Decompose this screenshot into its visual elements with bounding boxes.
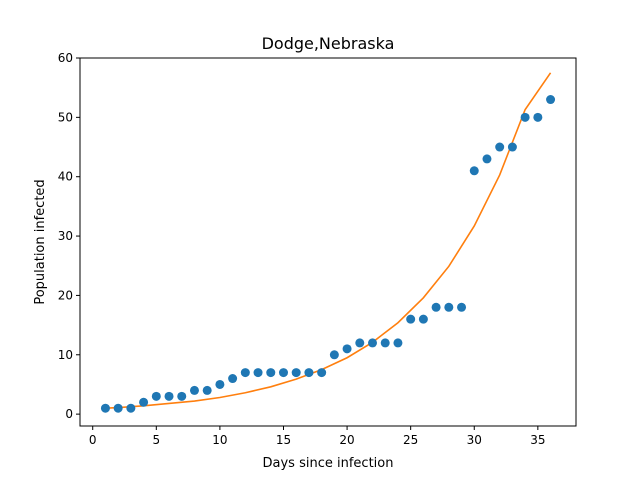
fit-line-layer	[105, 72, 552, 409]
y-tick-label: 50	[58, 110, 73, 124]
data-point	[431, 302, 441, 312]
data-point	[304, 368, 314, 378]
data-point	[457, 302, 467, 312]
data-point	[507, 142, 517, 152]
data-point	[126, 403, 136, 413]
y-axis-label: Population infected	[33, 179, 48, 304]
data-point	[215, 379, 225, 389]
data-point	[520, 112, 530, 122]
data-point	[546, 95, 556, 105]
data-point	[189, 385, 199, 395]
x-tick-label: 20	[339, 433, 354, 447]
data-point	[342, 344, 352, 354]
y-axis: 0 10 20 30 40 50 60	[58, 51, 80, 421]
data-point	[278, 368, 288, 378]
data-point	[202, 385, 212, 395]
x-tick-label: 35	[530, 433, 545, 447]
scatter-points-layer	[100, 95, 556, 413]
x-tick-label: 30	[467, 433, 482, 447]
y-tick-label: 40	[58, 170, 73, 184]
chart-title: Dodge,Nebraska	[262, 34, 395, 53]
data-point	[164, 391, 174, 401]
data-point	[444, 302, 454, 312]
x-tick-label: 25	[403, 433, 418, 447]
data-point	[151, 391, 161, 401]
data-point	[380, 338, 390, 348]
x-tick-label: 15	[276, 433, 291, 447]
data-point	[482, 154, 492, 164]
y-tick-label: 30	[58, 229, 73, 243]
data-point	[418, 314, 428, 324]
data-point	[228, 374, 238, 384]
x-tick-label: 10	[212, 433, 227, 447]
x-tick-label: 0	[89, 433, 97, 447]
data-point	[317, 368, 327, 378]
fit-curve-line	[105, 72, 552, 409]
plot-frame	[79, 57, 577, 427]
data-point	[177, 391, 187, 401]
y-tick-label: 0	[65, 407, 73, 421]
data-point	[113, 403, 123, 413]
data-point	[266, 368, 276, 378]
data-point	[139, 397, 149, 407]
data-point	[253, 368, 263, 378]
y-tick-label: 60	[58, 51, 73, 65]
data-point	[100, 403, 110, 413]
data-point	[533, 112, 543, 122]
data-point	[495, 142, 505, 152]
data-point	[368, 338, 378, 348]
data-point	[469, 166, 479, 176]
data-point	[329, 350, 339, 360]
data-point	[406, 314, 416, 324]
data-point	[355, 338, 365, 348]
x-tick-label: 5	[152, 433, 160, 447]
y-tick-label: 20	[58, 288, 73, 302]
y-tick-label: 10	[58, 348, 73, 362]
x-axis: 0 5 10 15 20 25 30 35	[89, 426, 545, 447]
x-axis-label: Days since infection	[263, 456, 394, 471]
data-point	[240, 368, 250, 378]
data-point	[393, 338, 403, 348]
data-point	[291, 368, 301, 378]
